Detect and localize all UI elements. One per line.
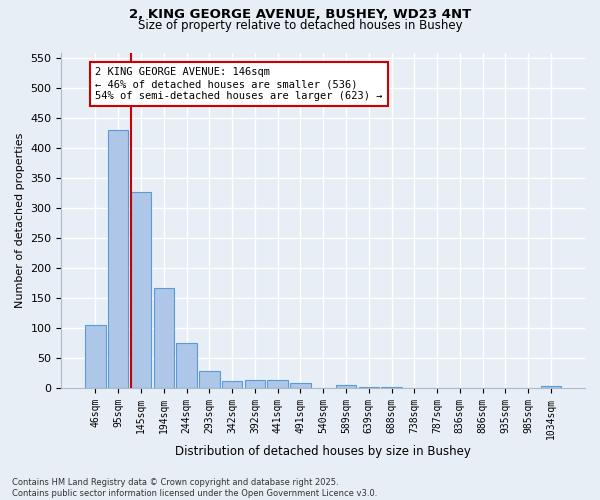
Bar <box>154 288 174 388</box>
Bar <box>245 380 265 388</box>
Y-axis label: Number of detached properties: Number of detached properties <box>15 132 25 308</box>
Bar <box>336 385 356 388</box>
Bar <box>541 386 561 388</box>
Text: 2, KING GEORGE AVENUE, BUSHEY, WD23 4NT: 2, KING GEORGE AVENUE, BUSHEY, WD23 4NT <box>129 8 471 20</box>
Text: 2 KING GEORGE AVENUE: 146sqm
← 46% of detached houses are smaller (536)
54% of s: 2 KING GEORGE AVENUE: 146sqm ← 46% of de… <box>95 68 383 100</box>
Bar <box>290 382 311 388</box>
Bar <box>131 192 151 388</box>
Text: Size of property relative to detached houses in Bushey: Size of property relative to detached ho… <box>137 18 463 32</box>
Bar <box>199 370 220 388</box>
Bar <box>176 343 197 388</box>
Bar <box>108 130 128 388</box>
X-axis label: Distribution of detached houses by size in Bushey: Distribution of detached houses by size … <box>175 444 471 458</box>
Bar <box>222 381 242 388</box>
Bar <box>359 387 379 388</box>
Text: Contains HM Land Registry data © Crown copyright and database right 2025.
Contai: Contains HM Land Registry data © Crown c… <box>12 478 377 498</box>
Bar <box>85 325 106 388</box>
Bar <box>268 380 288 388</box>
